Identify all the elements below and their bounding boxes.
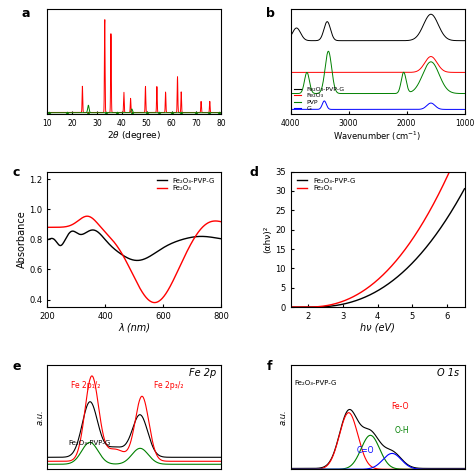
Text: Fe 2p₁/₂: Fe 2p₁/₂ xyxy=(71,381,100,390)
Text: Fe₂O₃-PVP-G: Fe₂O₃-PVP-G xyxy=(68,440,110,446)
Y-axis label: a.u.: a.u. xyxy=(36,409,45,425)
Text: e: e xyxy=(13,360,21,374)
Text: f: f xyxy=(266,360,272,374)
Text: b: b xyxy=(266,8,275,20)
Legend: Fe₂O₃-PVP-G, Fe₂O₃, PVP, G: Fe₂O₃-PVP-G, Fe₂O₃, PVP, G xyxy=(294,87,345,111)
Text: O 1s: O 1s xyxy=(437,368,459,378)
Text: C=O: C=O xyxy=(357,446,374,455)
Y-axis label: Absorbance: Absorbance xyxy=(17,210,27,268)
X-axis label: 2$\theta$ (degree): 2$\theta$ (degree) xyxy=(107,129,161,142)
Y-axis label: (αhν)²: (αhν)² xyxy=(264,226,273,253)
Legend: Fe₂O₃-PVP-G, Fe₂O₃: Fe₂O₃-PVP-G, Fe₂O₃ xyxy=(294,175,358,194)
Text: Fe-O: Fe-O xyxy=(392,402,409,411)
Y-axis label: a.u.: a.u. xyxy=(279,409,288,425)
Text: a: a xyxy=(21,8,30,20)
Text: O-H: O-H xyxy=(395,426,410,435)
Text: d: d xyxy=(249,166,258,179)
Text: Fe 2p₃/₂: Fe 2p₃/₂ xyxy=(155,381,184,390)
Legend: Fe₂O₃-PVP-G, Fe₂O₃: Fe₂O₃-PVP-G, Fe₂O₃ xyxy=(154,175,218,194)
Text: Fe 2p: Fe 2p xyxy=(189,368,216,378)
X-axis label: Wavenumber (cm$^{-1}$): Wavenumber (cm$^{-1}$) xyxy=(333,129,422,143)
X-axis label: hν (eV): hν (eV) xyxy=(360,322,395,332)
X-axis label: λ (nm): λ (nm) xyxy=(118,322,150,332)
Text: Fe₂O₃-PVP-G: Fe₂O₃-PVP-G xyxy=(294,381,337,386)
Text: c: c xyxy=(13,166,20,179)
